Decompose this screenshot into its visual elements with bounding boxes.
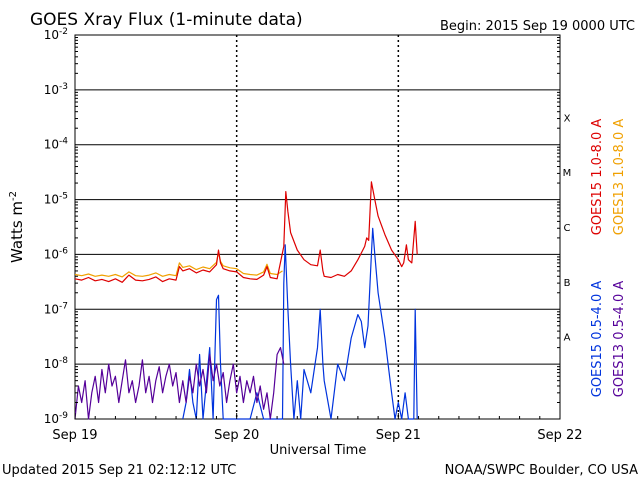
legend-entry: GOES15 0.5-4.0 A: [590, 281, 605, 398]
series-layer: [74, 181, 418, 420]
y-tick-label: 10-2: [44, 27, 68, 42]
legend: GOES15 1.0-8.0 A GOES13 1.0-8.0 A GOES15 0…: [590, 119, 627, 398]
y-tick-base: 10: [44, 28, 59, 42]
flare-class-label: B: [564, 278, 571, 289]
chart-title: GOES Xray Flux (1-minute data): [30, 10, 303, 30]
x-axis-ticks: Sep 19 Sep 20 Sep 21 Sep 22: [52, 413, 583, 443]
series-line-goes13-1-0-8-0-a: [74, 251, 283, 278]
y-tick-label: 10-3: [44, 82, 68, 97]
y-axis-label-group: Watts m-2: [8, 191, 26, 263]
y-tick-exponent: -5: [59, 192, 68, 202]
series-line-goes15-1-0-8-0-a: [74, 181, 418, 283]
x-tick-label: Sep 19: [52, 428, 97, 443]
legend-label: GOES15 0.5-4.0 A: [590, 281, 605, 398]
y-tick-exponent: -4: [59, 137, 68, 147]
footer-credit: NOAA/SWPC Boulder, CO USA: [445, 463, 638, 478]
y-tick-exponent: -6: [59, 246, 68, 256]
x-tick-label: Sep 20: [214, 428, 259, 443]
legend-label: GOES13 1.0-8.0 A: [612, 119, 627, 236]
legend-label: GOES15 1.0-8.0 A: [590, 119, 605, 236]
y-tick-base: 10: [44, 193, 59, 207]
y-tick-base: 10: [44, 83, 59, 97]
y-tick-base: 10: [44, 302, 59, 316]
x-tick-label: Sep 22: [537, 428, 582, 443]
legend-entry: GOES13 0.5-4.0 A: [612, 281, 627, 398]
grid: [75, 35, 560, 419]
y-axis-label-exponent: -2: [8, 191, 19, 201]
y-axis-label: Watts m-2: [8, 191, 26, 263]
y-tick-exponent: -9: [59, 411, 68, 421]
legend-entry: GOES15 1.0-8.0 A: [590, 119, 605, 236]
series-line-goes13-0-5-4-0-a: [74, 347, 285, 420]
plot-area: A B C M X: [74, 34, 572, 420]
y-tick-base: 10: [44, 357, 59, 371]
y-tick-exponent: -3: [59, 82, 68, 92]
y-tick-base: 10: [44, 412, 59, 426]
y-tick-exponent: -2: [59, 27, 68, 37]
flare-class-label: X: [564, 113, 571, 124]
y-tick-label: 10-6: [44, 246, 69, 261]
flare-class-label: C: [564, 223, 571, 234]
legend-label: GOES13 0.5-4.0 A: [612, 281, 627, 398]
y-tick-label: 10-4: [44, 137, 69, 152]
y-axis-ticks: 10-910-810-710-610-510-410-310-2: [44, 27, 560, 426]
y-tick-label: 10-7: [44, 301, 68, 316]
flare-class-label: A: [564, 333, 571, 344]
legend-entry: GOES13 1.0-8.0 A: [612, 119, 627, 236]
y-tick-label: 10-5: [44, 192, 68, 207]
x-axis-label: Universal Time: [270, 443, 367, 458]
series-line-goes15-0-5-4-0-a: [182, 227, 418, 420]
flare-class-label: M: [563, 168, 572, 179]
y-tick-base: 10: [44, 247, 59, 261]
flare-class-labels: A B C M X: [563, 113, 572, 343]
y-axis-label-text: Watts m: [8, 201, 26, 263]
x-tick-label: Sep 21: [376, 428, 421, 443]
y-tick-exponent: -8: [59, 356, 68, 366]
y-tick-label: 10-8: [44, 356, 69, 371]
y-tick-base: 10: [44, 138, 59, 152]
y-tick-label: 10-9: [44, 411, 69, 426]
begin-label: Begin: 2015 Sep 19 0000 UTC: [440, 19, 635, 34]
footer-updated: Updated 2015 Sep 21 02:12:12 UTC: [2, 463, 236, 478]
y-tick-exponent: -7: [59, 301, 68, 311]
